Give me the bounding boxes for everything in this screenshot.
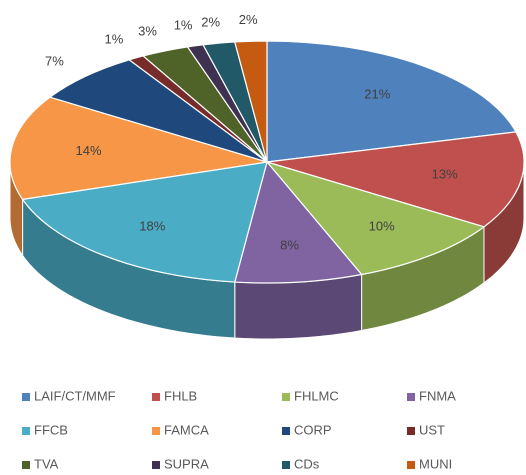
- data-label: 1%: [174, 17, 193, 32]
- legend-swatch: [407, 461, 415, 469]
- slice: [265, 160, 486, 276]
- legend-label: FHLB: [164, 388, 197, 403]
- slice-side: [234, 273, 363, 340]
- data-label: 21%: [364, 87, 390, 102]
- legend-swatch: [22, 427, 30, 435]
- slice: [266, 131, 525, 228]
- slice: [266, 40, 517, 163]
- data-label: 3%: [138, 24, 157, 39]
- legend-label: CDs: [294, 456, 320, 471]
- legend-swatch: [152, 393, 160, 401]
- legend-label: CORP: [294, 422, 332, 437]
- legend-label: FAMCA: [164, 422, 209, 437]
- data-label: 7%: [45, 53, 64, 68]
- legend-swatch: [22, 461, 30, 469]
- data-label: 18%: [139, 219, 165, 234]
- legend-label: SUPRA: [164, 456, 209, 471]
- data-label: 14%: [76, 143, 102, 158]
- legend-label: MUNI: [419, 456, 452, 471]
- slice: [21, 161, 268, 283]
- legend-label: FNMA: [419, 388, 456, 403]
- data-label: 10%: [369, 219, 395, 234]
- legend-swatch: [282, 427, 290, 435]
- legend-swatch: [152, 427, 160, 435]
- slice: [234, 40, 268, 163]
- legend-swatch: [22, 393, 30, 401]
- data-label: 1%: [105, 32, 124, 47]
- slice: [234, 160, 363, 284]
- slice: [9, 96, 268, 201]
- data-label: 8%: [280, 237, 299, 252]
- legend-label: TVA: [34, 456, 59, 471]
- legend-label: LAIF/CT/MMF: [34, 388, 116, 403]
- legend-swatch: [282, 393, 290, 401]
- data-label: 2%: [239, 12, 258, 27]
- legend-label: FHLMC: [294, 388, 339, 403]
- slice: [48, 59, 268, 163]
- legend-label: UST: [419, 422, 445, 437]
- data-label: 2%: [201, 14, 220, 29]
- legend-swatch: [407, 427, 415, 435]
- legend-swatch: [282, 461, 290, 469]
- legend-swatch: [152, 461, 160, 469]
- legend-swatch: [407, 393, 415, 401]
- data-label: 13%: [432, 167, 458, 182]
- legend-label: FFCB: [34, 422, 68, 437]
